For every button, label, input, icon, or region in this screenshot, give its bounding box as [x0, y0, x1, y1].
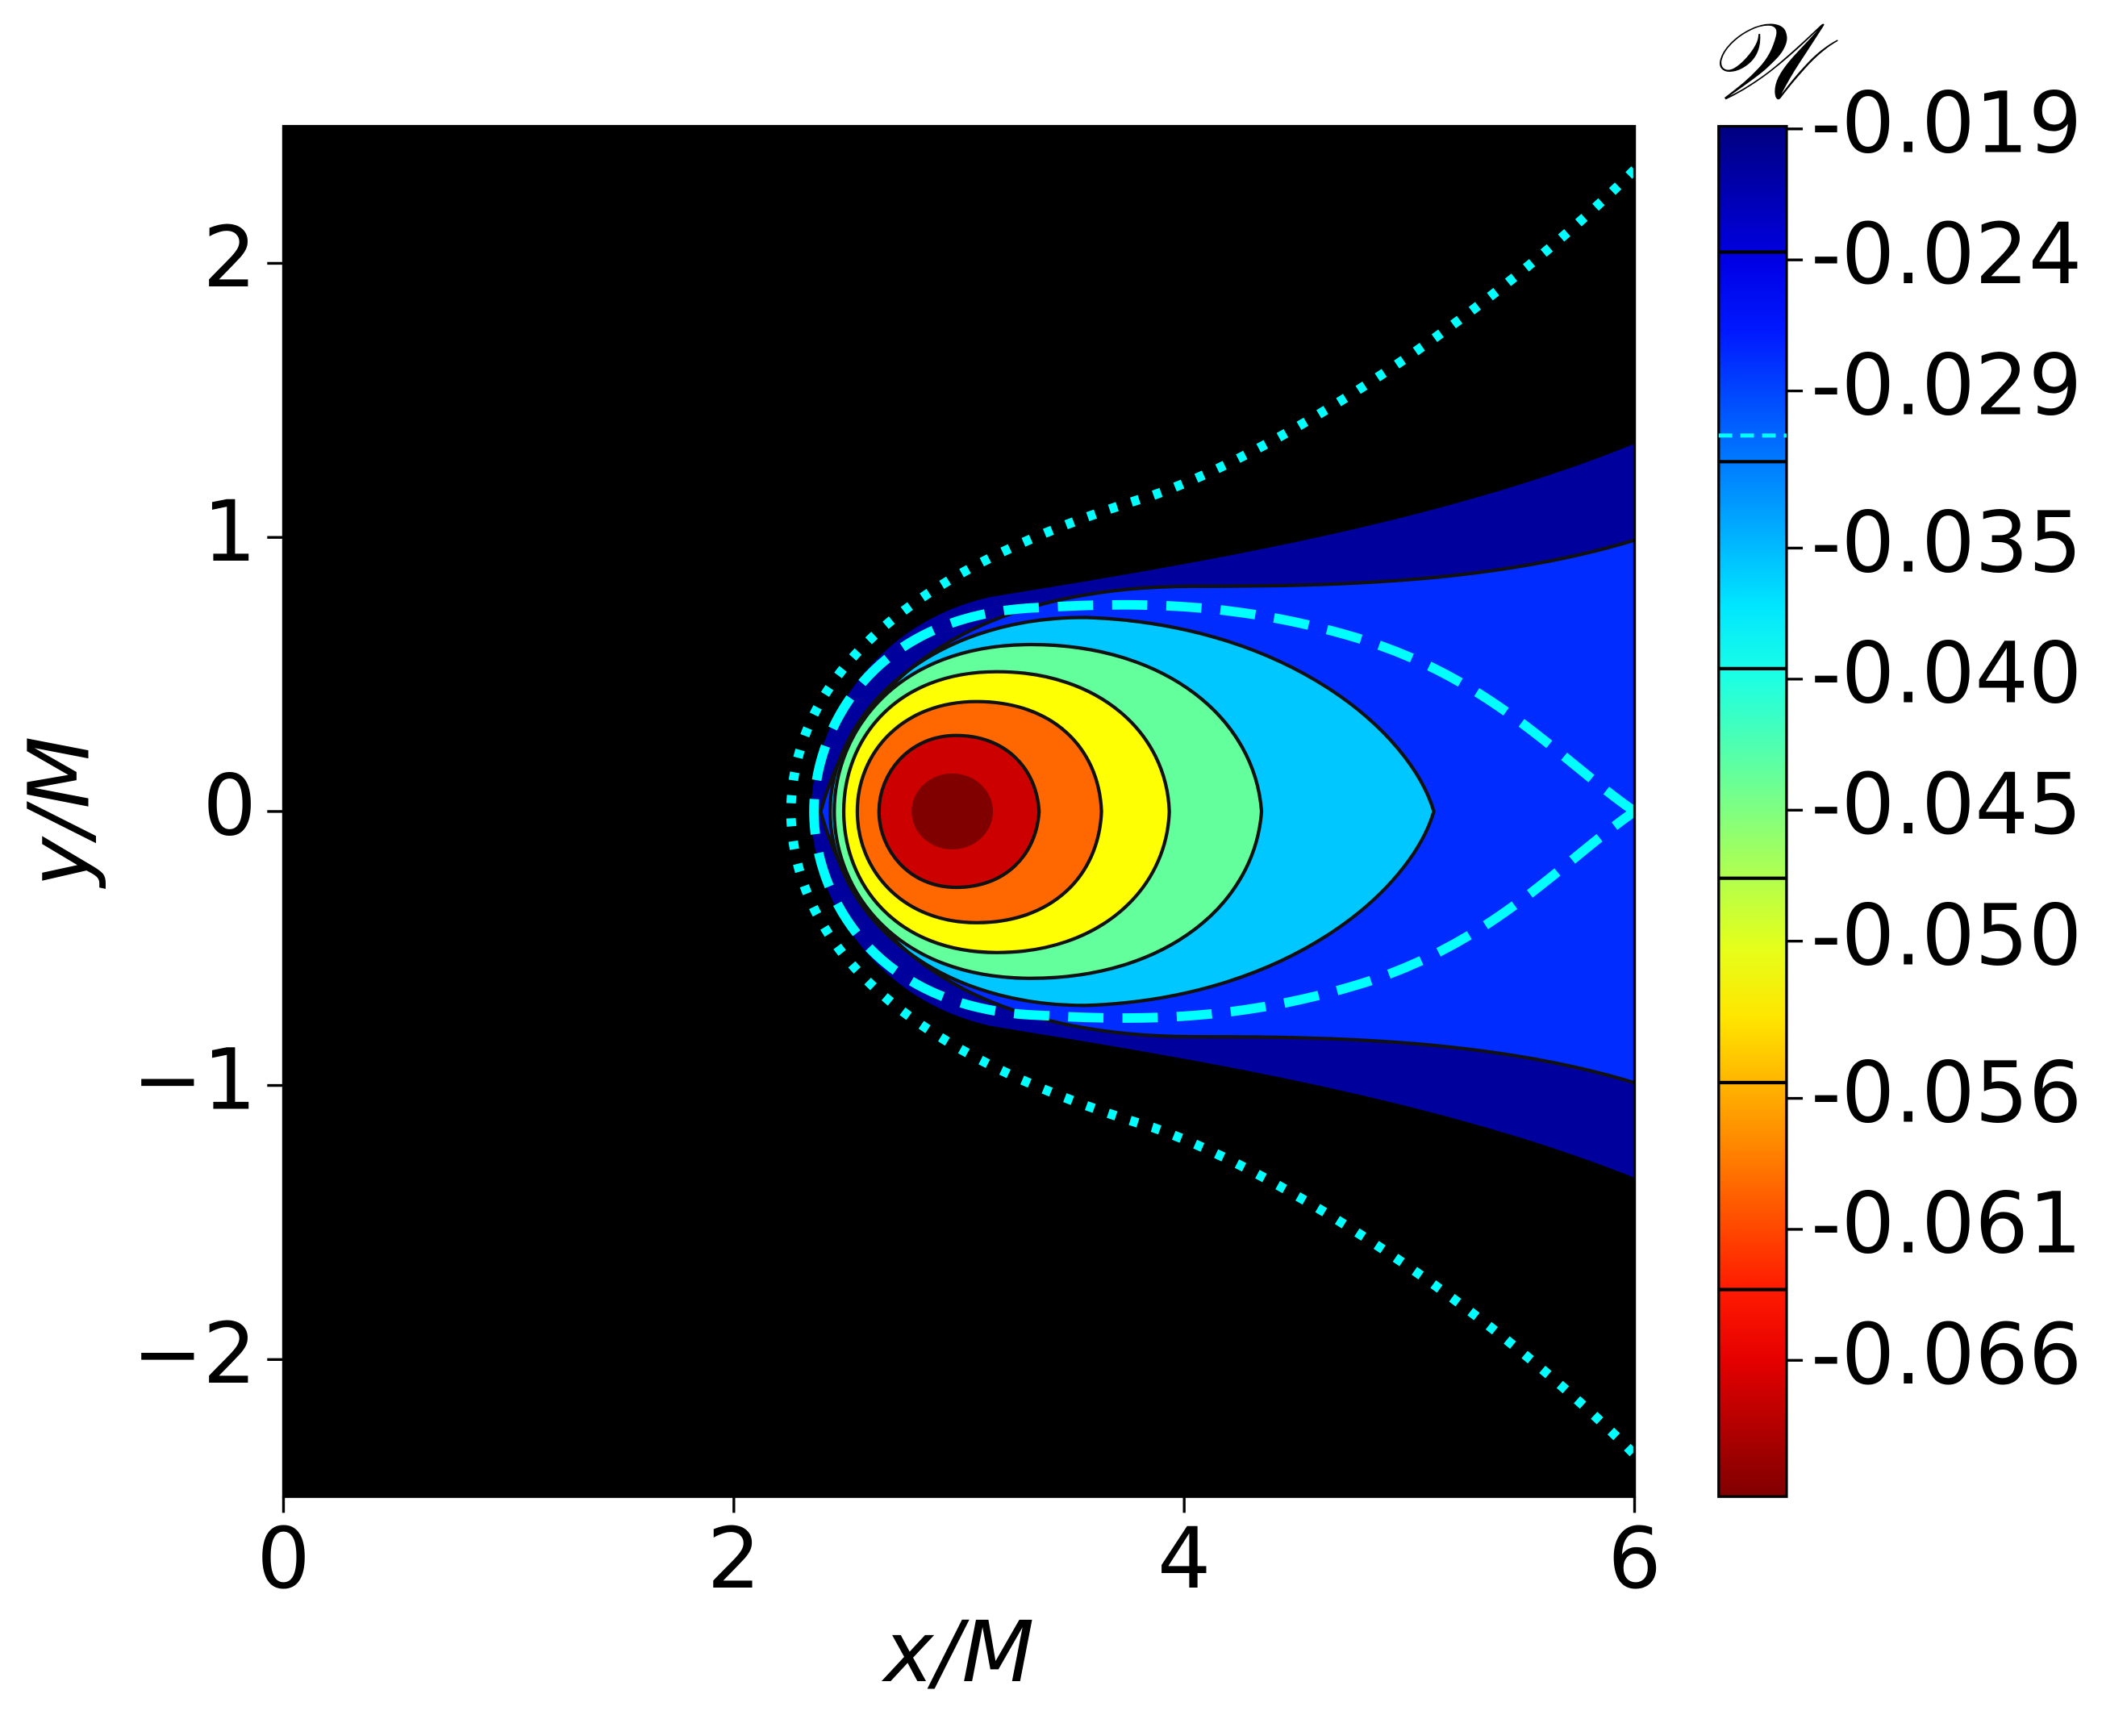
x-tick-label: 4 [1157, 1509, 1211, 1608]
colorbar-tick-label: -0.066 [1811, 1305, 2082, 1404]
x-tick-label: 2 [707, 1509, 761, 1608]
field-core [911, 773, 994, 849]
contour-line [819, 538, 1635, 1085]
x-axis-label: x/M [882, 1603, 1035, 1701]
colorbar-tick-label: -0.029 [1811, 336, 2082, 434]
x-tick-label: 0 [256, 1509, 310, 1608]
colorbar-tick-label: -0.056 [1811, 1043, 2082, 1141]
field [786, 166, 1635, 1458]
contour-line [855, 699, 1103, 924]
dashed-contour [809, 599, 1635, 1023]
colorbar-tick-label: -0.050 [1811, 886, 2082, 984]
colorbar [1717, 124, 1788, 1498]
y-tick-label: 0 [203, 757, 256, 855]
contour-line [828, 616, 1436, 1008]
x-tick-label: 6 [1608, 1509, 1661, 1608]
y-tick-label: 2 [203, 208, 256, 307]
y-tick-label: −2 [132, 1304, 256, 1403]
contour-line [877, 733, 1041, 890]
colorbar-tick-label: -0.035 [1811, 493, 2082, 591]
y-tick-label: 1 [203, 482, 256, 581]
colorbar-tick-label: -0.061 [1811, 1175, 2082, 1273]
contour-line [841, 670, 1171, 954]
colorbar-tick-label: -0.024 [1811, 205, 2082, 303]
y-axis-label: y/M [10, 737, 109, 890]
y-tick-label: −1 [132, 1030, 256, 1129]
colorbar-tick-label: -0.045 [1811, 755, 2082, 853]
contour-line [832, 642, 1264, 980]
colorbar-tick-label: -0.019 [1811, 74, 2082, 173]
colorbar-tick-label: -0.040 [1811, 624, 2082, 723]
